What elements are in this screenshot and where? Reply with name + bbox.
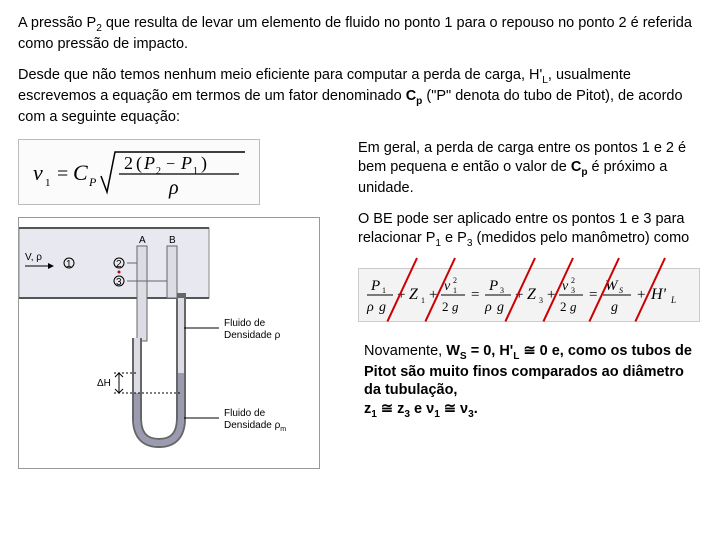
var-rho: ρ: [168, 177, 179, 199]
svg-text:3: 3: [500, 286, 504, 295]
label-fluid-rhom-2: Densidade ρ: [224, 420, 281, 431]
point-3: 3: [116, 277, 122, 288]
svg-text:g: g: [379, 300, 386, 315]
text: e ν: [410, 401, 434, 417]
svg-text:2: 2: [453, 276, 457, 285]
point-1: 1: [66, 259, 72, 270]
svg-text:1: 1: [453, 286, 457, 295]
label-fluid-rhom-1: Fluido de: [224, 408, 266, 419]
svg-text:ρ: ρ: [484, 300, 492, 315]
text: Desde que não temos nenhum meio eficient…: [18, 67, 542, 83]
svg-text:=: =: [471, 287, 479, 303]
text: C: [571, 159, 581, 175]
sub-p: P: [88, 175, 97, 189]
var-p2: P: [143, 153, 155, 173]
svg-text:g: g: [570, 299, 577, 314]
pitot-diagram: V, ρ 1 2 3 A B: [18, 217, 320, 469]
var-v: ν: [33, 160, 43, 185]
svg-text:3: 3: [539, 296, 543, 305]
var-p1: P: [180, 153, 192, 173]
paragraph-1: A pressão P2 que resulta de levar um ele…: [18, 14, 702, 54]
subscript: S: [460, 350, 467, 361]
svg-text:Z: Z: [527, 286, 537, 303]
svg-text:S: S: [619, 286, 623, 295]
text: .: [474, 401, 478, 417]
paragraph-2: Desde que não temos nenhum meio eficient…: [18, 66, 702, 127]
point-2: 2: [116, 259, 122, 270]
svg-text:(: (: [136, 153, 142, 174]
label-fluid-rhom-3: m: [280, 426, 286, 433]
svg-text:g: g: [497, 300, 504, 315]
left-column: ν 1 = C P 2 ( P 2 − P 1 ): [18, 139, 338, 469]
svg-text:2: 2: [560, 299, 567, 314]
formula-2-struckout: P 1 ρ g + Z 1 + ν 2 1 2 g =: [358, 268, 700, 322]
label-v-rho: V, ρ: [25, 252, 42, 263]
text: C: [406, 88, 416, 104]
svg-text:L: L: [670, 295, 676, 305]
text: e P: [441, 230, 467, 246]
label-a: A: [139, 235, 146, 246]
svg-text:g: g: [452, 299, 459, 314]
formula-1: ν 1 = C P 2 ( P 2 − P 1 ): [18, 139, 260, 205]
svg-text:Densidade ρm: Densidade ρm: [224, 420, 286, 433]
svg-text:P: P: [370, 278, 380, 294]
text: ≅ z: [377, 401, 404, 417]
right-column: Em geral, a perda de carga entre os pont…: [358, 139, 702, 433]
svg-text:2: 2: [442, 299, 449, 314]
svg-text:1: 1: [421, 296, 425, 305]
svg-text:Z: Z: [409, 286, 419, 303]
paragraph-r1: Em geral, a perda de carga entre os pont…: [358, 139, 702, 198]
text: A pressão P: [18, 15, 96, 31]
text: ≅ ν: [440, 401, 468, 417]
equals: =: [57, 163, 68, 185]
text: (medidos pelo manômetro) como: [472, 230, 689, 246]
num-2: 2: [124, 153, 133, 173]
svg-text:3: 3: [571, 286, 575, 295]
svg-text:g: g: [611, 300, 618, 315]
label-fluid-rho-2: Densidade ρ: [224, 330, 281, 341]
sub-1b: 1: [193, 166, 198, 177]
svg-text:H': H': [650, 286, 667, 303]
text: = 0, H': [467, 343, 514, 359]
svg-text:ρ: ρ: [366, 300, 374, 315]
svg-text:): ): [201, 153, 207, 174]
label-b: B: [169, 235, 176, 246]
var-c: C: [73, 160, 88, 185]
svg-text:1: 1: [382, 286, 386, 295]
text: W: [446, 343, 460, 359]
paragraph-r3: Novamente, WS = 0, H'L ≅ 0 e, como os tu…: [358, 342, 702, 422]
svg-text:P: P: [488, 278, 498, 294]
svg-text:=: =: [589, 287, 597, 303]
minus: −: [166, 156, 175, 173]
label-fluid-rho-1: Fluido de: [224, 318, 266, 329]
sub-2: 2: [156, 166, 161, 177]
svg-text:2: 2: [571, 276, 575, 285]
text: que resulta de levar um elemento de flui…: [18, 15, 692, 52]
sub-1: 1: [45, 177, 51, 189]
label-dh: ΔH: [97, 378, 111, 389]
paragraph-r2: O BE pode ser aplicado entre os pontos 1…: [358, 210, 702, 250]
text: Novamente,: [364, 343, 446, 359]
